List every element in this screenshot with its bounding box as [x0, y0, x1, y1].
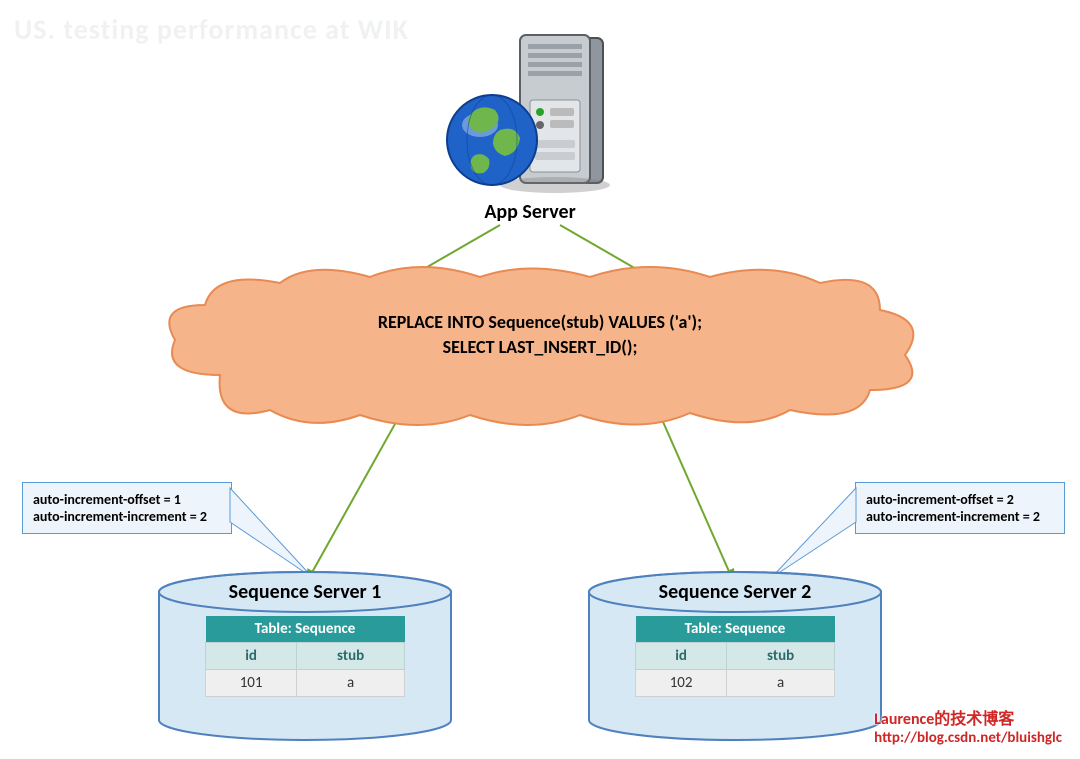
callout-right-line1: auto-increment-offset = 2 [866, 491, 1054, 508]
seq1-table-title: Table: Sequence [206, 616, 405, 643]
credit-line1: Laurence的技术博客 [874, 705, 1062, 729]
app-server-icon [430, 20, 630, 200]
callout-left-line2: auto-increment-increment = 2 [33, 508, 221, 525]
callout-right: auto-increment-offset = 2 auto-increment… [855, 482, 1065, 534]
callout-right-line2: auto-increment-increment = 2 [866, 508, 1054, 525]
seq1-title: Sequence Server 1 [155, 580, 455, 604]
cloud-sql-text: REPLACE INTO Sequence(stub) VALUES ('a')… [160, 310, 920, 360]
seq1-col-id: id [206, 643, 297, 670]
callout-left-line1: auto-increment-offset = 1 [33, 491, 221, 508]
watermark-text: US. testing performance at WIK [14, 12, 409, 47]
diagram-stage: US. testing performance at WIK [0, 0, 1080, 759]
sequence-server-1: Sequence Server 1 Table: Sequence id stu… [155, 570, 455, 745]
callout-left: auto-increment-offset = 1 auto-increment… [22, 482, 232, 534]
seq2-table: Table: Sequence id stub 102 a [635, 616, 835, 697]
seq2-stub-val: a [727, 670, 835, 697]
seq2-col-id: id [636, 643, 727, 670]
app-server-label: App Server [430, 200, 630, 224]
seq2-table-title: Table: Sequence [636, 616, 835, 643]
seq2-title: Sequence Server 2 [585, 580, 885, 604]
seq2-col-stub: stub [727, 643, 835, 670]
credit-line2: http://blog.csdn.net/bluishglc [874, 729, 1062, 747]
seq1-col-stub: stub [297, 643, 405, 670]
cloud-line1: REPLACE INTO Sequence(stub) VALUES ('a')… [160, 310, 920, 335]
seq1-stub-val: a [297, 670, 405, 697]
credit-block: Laurence的技术博客 http://blog.csdn.net/bluis… [874, 705, 1062, 747]
seq1-id-val: 101 [206, 670, 297, 697]
cloud-line2: SELECT LAST_INSERT_ID(); [160, 335, 920, 360]
sequence-server-2: Sequence Server 2 Table: Sequence id stu… [585, 570, 885, 745]
seq1-table: Table: Sequence id stub 101 a [205, 616, 405, 697]
seq2-id-val: 102 [636, 670, 727, 697]
